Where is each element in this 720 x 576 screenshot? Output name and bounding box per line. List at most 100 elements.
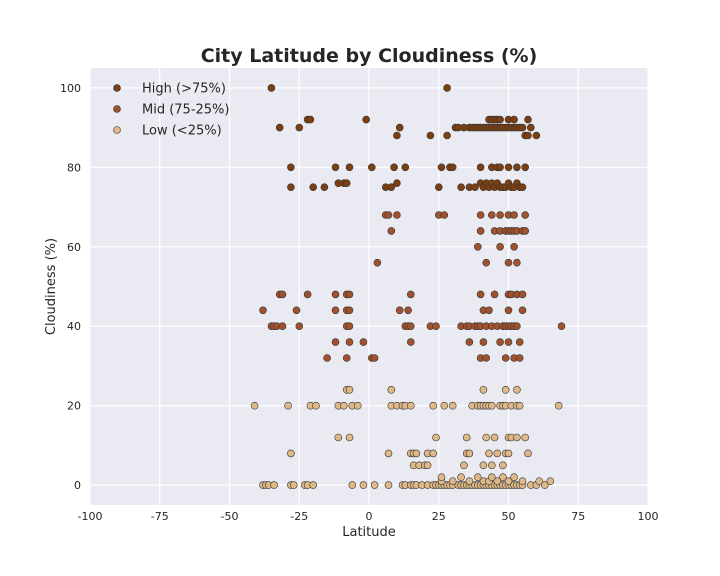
- data-point: [499, 461, 507, 470]
- data-point: [406, 290, 415, 299]
- data-point: [387, 183, 396, 191]
- data-point: [367, 163, 376, 172]
- data-point: [287, 449, 295, 458]
- data-point: [384, 481, 393, 489]
- data-point: [515, 338, 524, 346]
- data-point: [460, 461, 468, 470]
- data-point: [342, 354, 351, 362]
- data-point: [504, 306, 513, 315]
- data-point: [510, 243, 518, 251]
- data-point: [345, 163, 354, 172]
- data-point: [448, 401, 457, 410]
- data-point: [487, 211, 496, 219]
- data-point: [496, 243, 504, 251]
- data-point: [515, 401, 524, 410]
- data-point: [440, 211, 449, 219]
- data-point: [340, 401, 348, 410]
- data-point: [443, 84, 451, 92]
- x-tick-label: -75: [151, 510, 169, 523]
- data-point: [393, 179, 401, 187]
- data-point: [462, 433, 471, 442]
- data-point: [334, 433, 343, 442]
- data-point: [490, 433, 499, 442]
- data-point: [457, 183, 465, 191]
- data-point: [532, 131, 541, 140]
- data-point: [345, 385, 354, 394]
- legend: High (>75%) Mid (75-25%) Low (<25%): [113, 82, 229, 139]
- data-point: [359, 481, 368, 489]
- x-tick-label: 100: [638, 510, 659, 523]
- data-point: [342, 179, 351, 187]
- data-point: [476, 290, 485, 299]
- data-point: [387, 227, 396, 235]
- data-point: [432, 322, 440, 331]
- data-point: [362, 115, 371, 124]
- data-point: [524, 449, 532, 458]
- data-point: [540, 481, 549, 489]
- data-point: [521, 163, 530, 172]
- legend-marker: [113, 126, 121, 134]
- data-point: [513, 433, 521, 442]
- data-point: [487, 461, 496, 470]
- data-points: [250, 84, 566, 489]
- data-point: [284, 401, 292, 410]
- data-point: [345, 322, 354, 331]
- data-point: [504, 338, 513, 346]
- data-point: [471, 183, 479, 191]
- data-point: [390, 163, 398, 172]
- data-point: [465, 449, 474, 458]
- data-point: [557, 322, 566, 331]
- data-point: [306, 115, 315, 124]
- data-point: [476, 163, 485, 172]
- data-point: [295, 322, 304, 331]
- data-point: [406, 338, 415, 346]
- data-point: [393, 131, 401, 140]
- y-axis-label: Cloudiness (%): [44, 238, 59, 335]
- x-tick-label: 75: [571, 510, 585, 523]
- y-tick-label: 20: [67, 400, 81, 413]
- data-point: [395, 306, 404, 315]
- data-point: [303, 290, 312, 299]
- data-point: [353, 401, 362, 410]
- data-point: [496, 211, 504, 219]
- x-axis-label: Latitude: [342, 525, 396, 540]
- data-point: [437, 163, 446, 172]
- data-point: [524, 115, 532, 124]
- data-point: [270, 481, 278, 489]
- data-point: [348, 481, 357, 489]
- data-point: [434, 183, 443, 191]
- data-point: [546, 477, 555, 486]
- data-point: [482, 258, 491, 267]
- data-point: [510, 473, 518, 482]
- data-point: [345, 433, 354, 442]
- chart-title: City Latitude by Cloudiness (%): [201, 45, 538, 67]
- data-point: [487, 401, 496, 410]
- data-point: [345, 338, 354, 346]
- data-point: [429, 449, 438, 458]
- data-point: [437, 473, 446, 482]
- data-point: [518, 306, 527, 315]
- data-point: [518, 290, 527, 299]
- data-point: [373, 258, 382, 267]
- y-tick-label: 40: [67, 320, 81, 333]
- data-point: [526, 123, 535, 132]
- data-point: [485, 306, 493, 315]
- data-point: [412, 449, 421, 458]
- x-tick-label: 0: [366, 510, 373, 523]
- y-tick-label: 60: [67, 241, 81, 254]
- data-point: [535, 477, 544, 486]
- data-point: [504, 258, 513, 267]
- data-point: [515, 354, 524, 362]
- data-point: [476, 227, 485, 235]
- data-point: [309, 481, 318, 489]
- data-point: [345, 306, 354, 315]
- data-point: [473, 243, 482, 251]
- data-point: [312, 401, 320, 410]
- data-point: [496, 115, 504, 124]
- legend-label: Low (<25%): [142, 124, 222, 139]
- data-point: [278, 290, 287, 299]
- data-point: [331, 163, 340, 172]
- data-point: [359, 338, 368, 346]
- data-point: [521, 211, 530, 219]
- data-point: [457, 473, 465, 482]
